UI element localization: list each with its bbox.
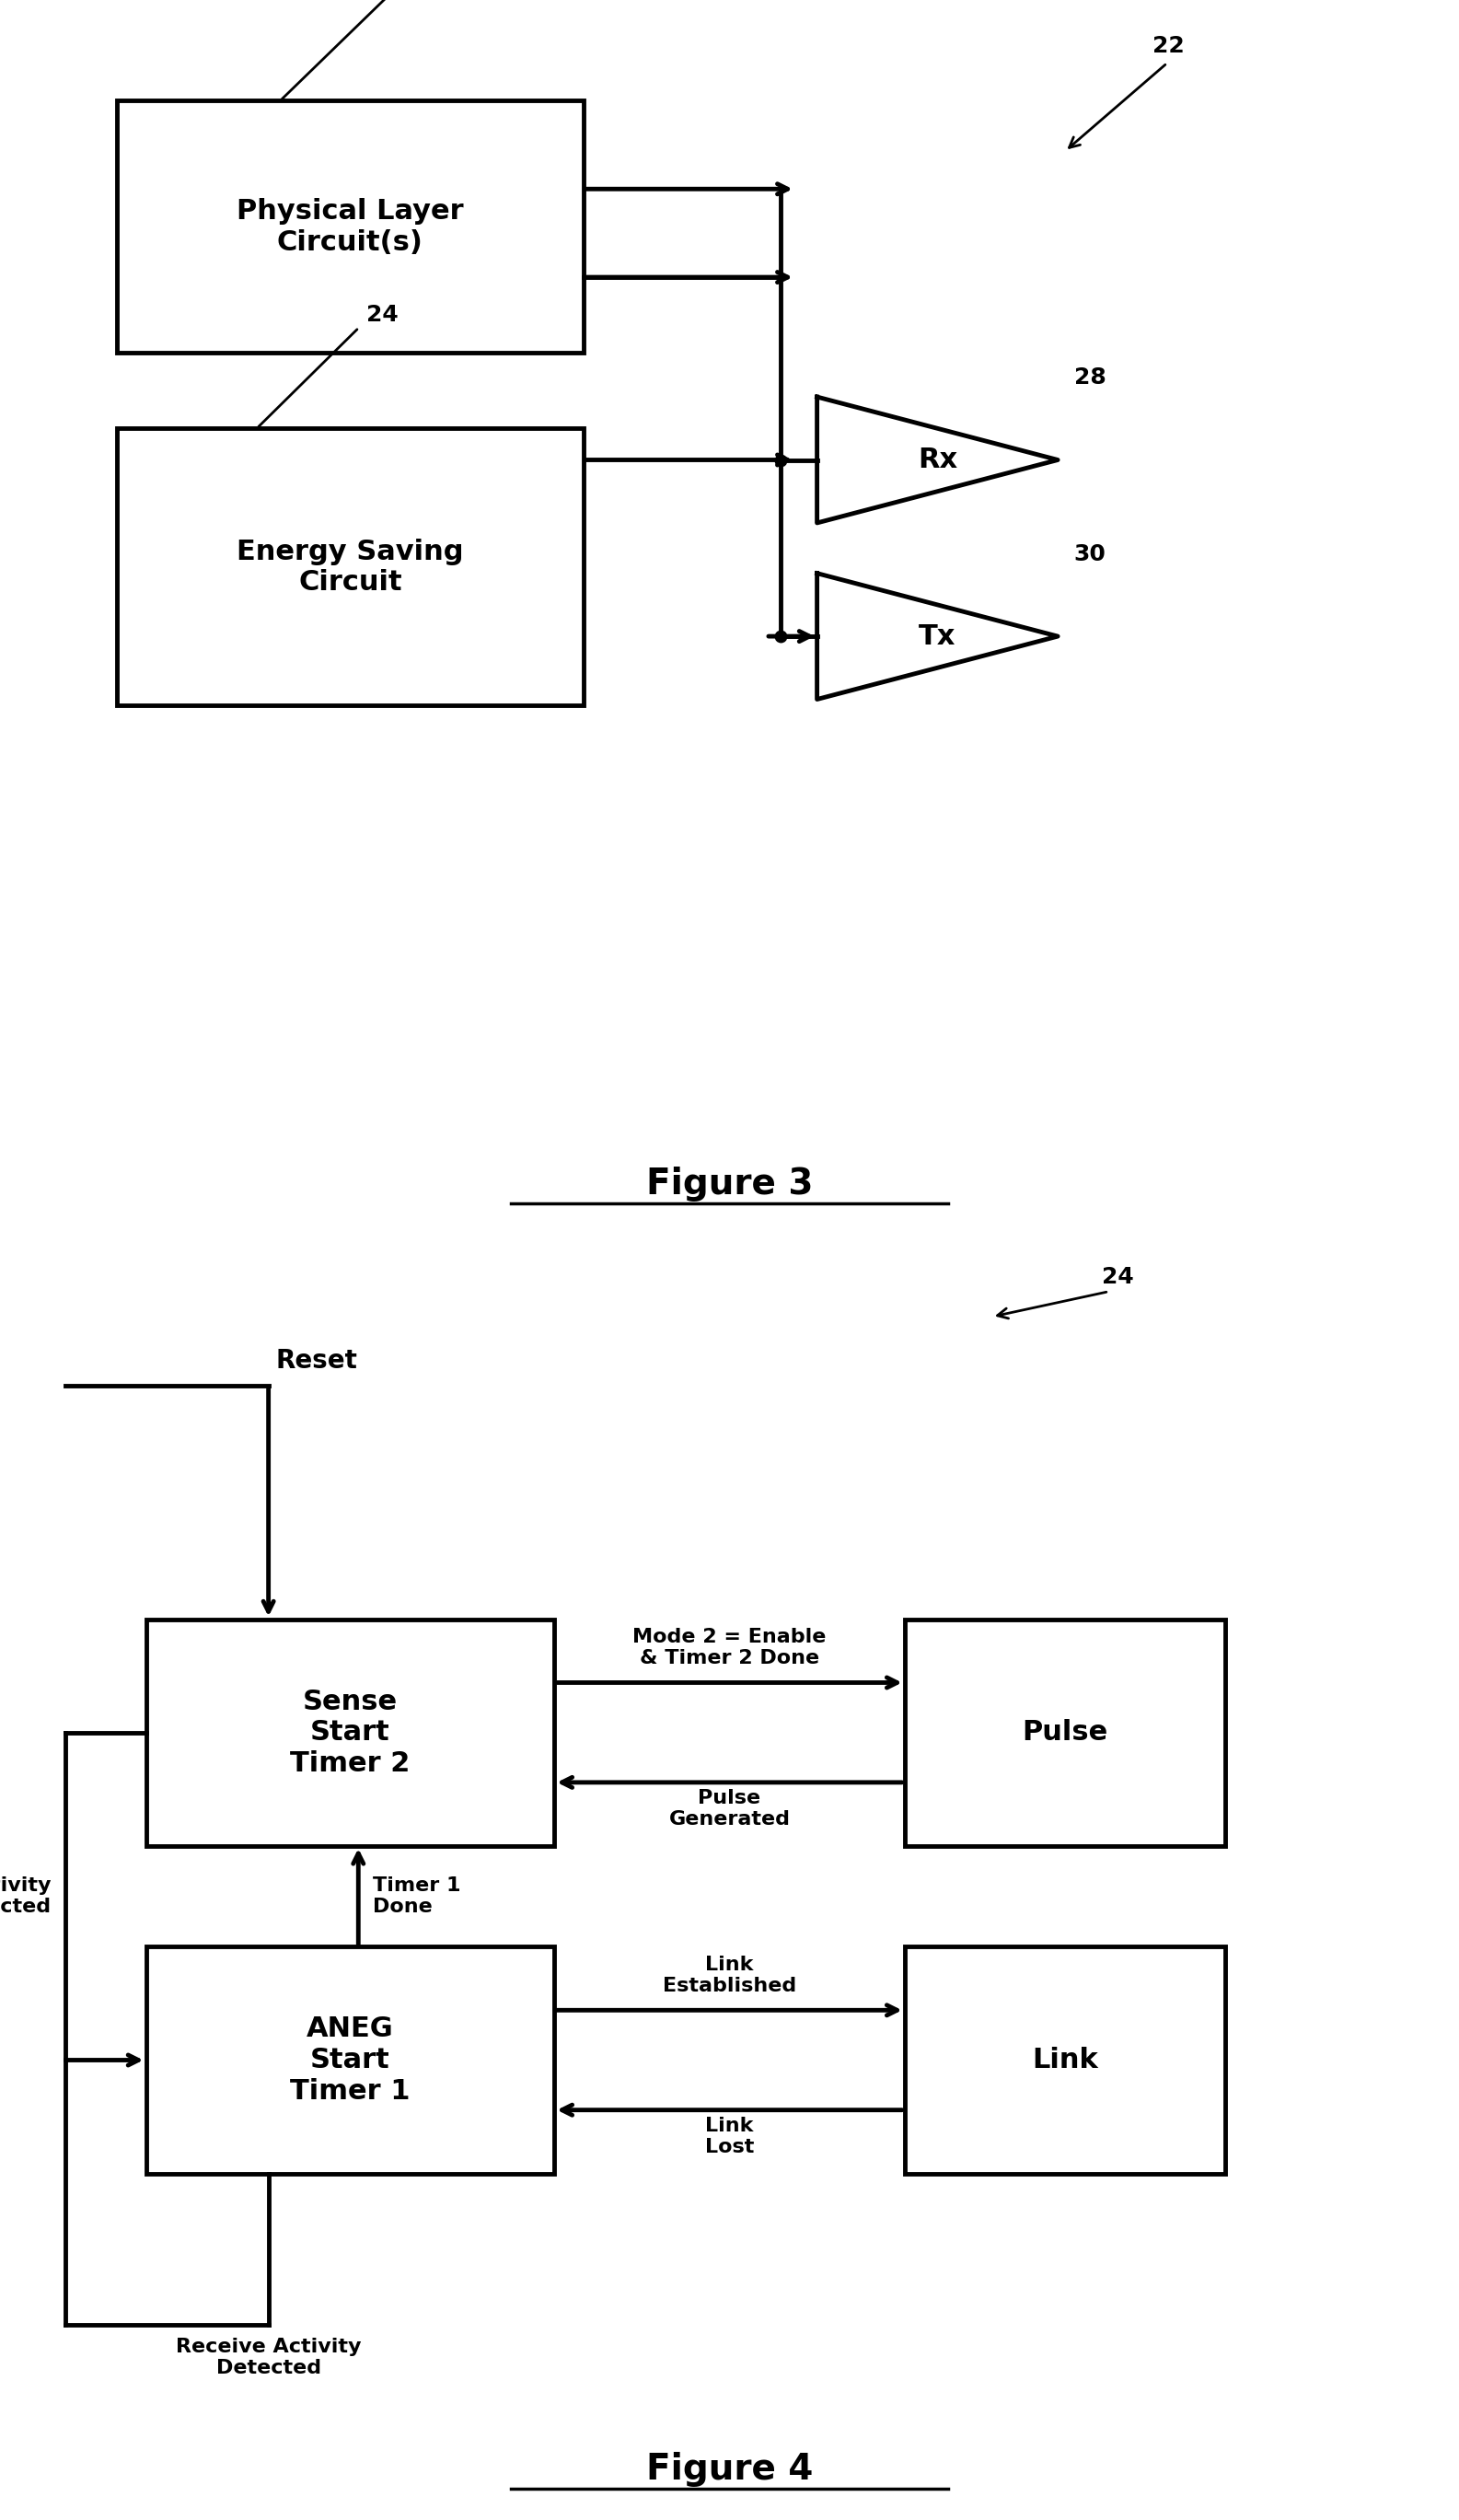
Text: Figure 3: Figure 3 xyxy=(646,1167,813,1202)
Bar xyxy=(117,428,584,706)
Text: Physical Layer
Circuit(s): Physical Layer Circuit(s) xyxy=(236,199,464,255)
Text: Pulse: Pulse xyxy=(1023,1719,1107,1746)
Text: Receive Activity
Detected: Receive Activity Detected xyxy=(0,1877,51,1915)
Text: Mode 2 = Enable
& Timer 2 Done: Mode 2 = Enable & Timer 2 Done xyxy=(633,1628,826,1668)
Text: Energy Saving
Circuit: Energy Saving Circuit xyxy=(236,539,464,595)
Bar xyxy=(117,101,584,353)
Text: Link
Lost: Link Lost xyxy=(705,2117,754,2157)
Text: Pulse
Generated: Pulse Generated xyxy=(668,1789,791,1830)
Text: 22: 22 xyxy=(1153,35,1185,55)
Text: Receive Activity
Detected: Receive Activity Detected xyxy=(175,2339,362,2376)
Text: Sense
Start
Timer 2: Sense Start Timer 2 xyxy=(290,1688,410,1777)
Text: Timer 1
Done: Timer 1 Done xyxy=(374,1877,461,1915)
Text: Link: Link xyxy=(1032,2046,1099,2074)
Text: ANEG
Start
Timer 1: ANEG Start Timer 1 xyxy=(290,2016,410,2104)
Text: Reset: Reset xyxy=(276,1348,357,1373)
Text: 24: 24 xyxy=(1102,1265,1134,1288)
Bar xyxy=(905,1945,1226,2172)
Text: 24: 24 xyxy=(366,305,398,325)
Text: Rx: Rx xyxy=(918,446,957,474)
Text: 28: 28 xyxy=(1074,368,1106,388)
Text: 30: 30 xyxy=(1074,544,1106,564)
Bar xyxy=(146,1945,554,2172)
Bar xyxy=(905,1618,1226,1845)
Text: Figure 4: Figure 4 xyxy=(646,2452,813,2487)
Text: Link
Established: Link Established xyxy=(662,1956,797,1996)
Bar xyxy=(146,1618,554,1845)
Text: Tx: Tx xyxy=(919,622,956,650)
